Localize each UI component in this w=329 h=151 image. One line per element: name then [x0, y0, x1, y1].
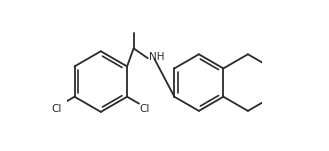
- Text: Cl: Cl: [140, 104, 150, 114]
- Text: NH: NH: [148, 52, 164, 62]
- Text: Cl: Cl: [51, 104, 62, 114]
